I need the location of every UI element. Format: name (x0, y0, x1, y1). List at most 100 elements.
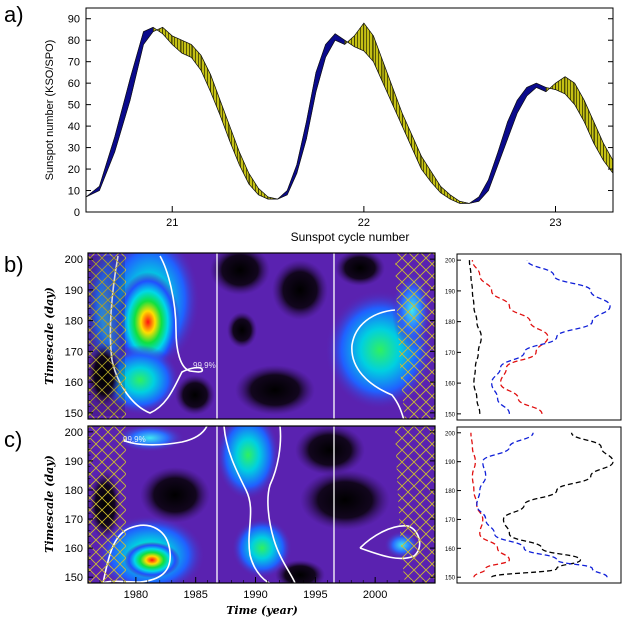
y-tick-label: 160 (65, 543, 83, 555)
profile-y-tick-label: 180 (445, 489, 456, 495)
y-tick-label: 80 (68, 35, 80, 47)
sunspot-diff-segment (516, 86, 527, 114)
y-tick-label: 150 (65, 408, 83, 420)
panel-b-contour-label: 99.9% (193, 361, 216, 370)
profile-line-blue (490, 259, 611, 414)
panel-b-profile-frame (456, 253, 622, 421)
y-tick-label: 40 (68, 121, 80, 133)
y-tick-label: 200 (65, 254, 83, 266)
panel-c-y-axis-label: Timescale (day) (43, 455, 56, 553)
sunspot-diff-segment (373, 35, 384, 84)
panel-a-x-axis-label: Sunspot cycle number (291, 230, 410, 244)
sunspot-diff-segment (219, 100, 230, 142)
y-tick-label: 70 (68, 57, 80, 69)
profile-y-tick-label: 150 (445, 576, 456, 582)
sunspot-diff-segment (325, 33, 336, 59)
panel-b-y-axis-label: Timescale (day) (43, 287, 56, 385)
sunspot-diff-segment (574, 82, 585, 123)
panel-b-y-ticks: 150 160 170 180 190 200 (65, 254, 435, 420)
sunspot-diff-segment (555, 76, 566, 95)
sunspot-diff-segment (411, 134, 422, 170)
sunspot-diff-segment (507, 100, 518, 140)
sunspot-diff-segment (564, 76, 575, 106)
series-line-kso (85, 26, 614, 204)
panel-a-label: a) (4, 2, 24, 27)
y-tick-label: 90 (68, 14, 80, 26)
profile-y-tick-label: 200 (445, 259, 456, 265)
panel-c-profile-lines (470, 432, 614, 578)
sunspot-diff-segment (392, 87, 403, 127)
panel-c-profile-y-ticks: 150 160 170 180 190 200 (445, 431, 461, 582)
x-tick-label: 2000 (363, 589, 387, 601)
panel-c-y-ticks: 150 160 170 180 190 200 (65, 427, 435, 584)
profile-y-tick-label: 160 (445, 382, 456, 388)
sunspot-diff-segment (593, 121, 604, 162)
y-tick-label: 170 (65, 514, 83, 526)
sunspot-lines (85, 22, 614, 204)
y-tick-label: 180 (65, 485, 83, 497)
profile-line-black (490, 432, 614, 578)
sunspot-diff-segment (162, 26, 173, 46)
sunspot-diff-segment (248, 172, 259, 196)
y-tick-label: 160 (65, 377, 83, 389)
sunspot-diff-segment (584, 100, 595, 144)
profile-line-black (468, 260, 482, 414)
profile-line-red (471, 260, 549, 415)
y-tick-label: 150 (65, 572, 83, 584)
panel-c-x-ticks: 1980 1985 1990 1995 2000 (87, 577, 436, 601)
y-tick-label: 50 (68, 100, 80, 112)
profile-y-tick-label: 170 (445, 518, 456, 524)
panel-c-profile-frame (456, 426, 622, 584)
x-tick-label: 23 (549, 217, 561, 229)
y-tick-label: 180 (65, 316, 83, 328)
y-tick-label: 190 (65, 285, 83, 297)
x-tick-label: 1985 (183, 589, 207, 601)
sunspot-diff-segment (402, 113, 412, 148)
x-tick-label: 21 (166, 217, 178, 229)
sunspot-diff-segment (129, 31, 144, 101)
sunspot-diff-segment (354, 22, 365, 52)
y-tick-label: 190 (65, 456, 83, 468)
sunspot-diff-segment (114, 78, 131, 152)
panel-b-frame (87, 252, 436, 420)
y-tick-label: 170 (65, 346, 83, 358)
profile-y-tick-label: 160 (445, 547, 456, 553)
panel-c-contour-label: 99.9% (123, 435, 146, 444)
panel-b-profile-y-ticks: 150 160 170 180 190 200 (445, 259, 461, 418)
panel-c-label: c) (4, 427, 22, 452)
sunspot-diff-segment (181, 39, 192, 58)
panel-b-profile-lines (468, 259, 611, 415)
panel-a-x-ticks: 21 22 23 (166, 206, 562, 229)
sunspot-diff-segment (440, 185, 451, 200)
sunspot-diff-segment (536, 82, 547, 93)
y-tick-label: 10 (68, 186, 80, 198)
x-tick-label: 1980 (124, 589, 148, 601)
sunspot-diff-segment (306, 72, 317, 140)
sunspot-diff-segment (430, 170, 441, 194)
x-tick-label: 22 (358, 217, 370, 229)
y-tick-label: 30 (68, 143, 80, 155)
panel-b-heatmap: 99.9% (88, 253, 435, 419)
profile-y-tick-label: 170 (445, 351, 456, 357)
sunspot-diff-segment (172, 35, 183, 54)
y-tick-label: 20 (68, 164, 80, 176)
profile-y-tick-label: 190 (445, 460, 456, 466)
panel-a: a) 0 10 20 30 40 50 60 70 80 90 21 22 23 Sunspot cy… (4, 2, 614, 244)
y-tick-label: 0 (74, 207, 80, 219)
y-tick-label: 200 (65, 427, 83, 439)
x-tick-label: 1995 (303, 589, 327, 601)
panel-a-frame (85, 7, 614, 213)
profile-y-tick-label: 150 (445, 412, 456, 418)
panel-c-frame (87, 425, 436, 584)
sunspot-diff-segment (143, 27, 154, 46)
sunspot-diff-segment (488, 151, 499, 191)
panel-c-heatmap: 99.9% (88, 426, 435, 583)
panel-c-x-axis-label: Time (year) (226, 604, 298, 617)
sunspot-diff-segment (191, 43, 202, 71)
profile-line-red (470, 432, 511, 578)
series-line-spo (85, 22, 614, 204)
profile-y-tick-label: 200 (445, 431, 456, 437)
